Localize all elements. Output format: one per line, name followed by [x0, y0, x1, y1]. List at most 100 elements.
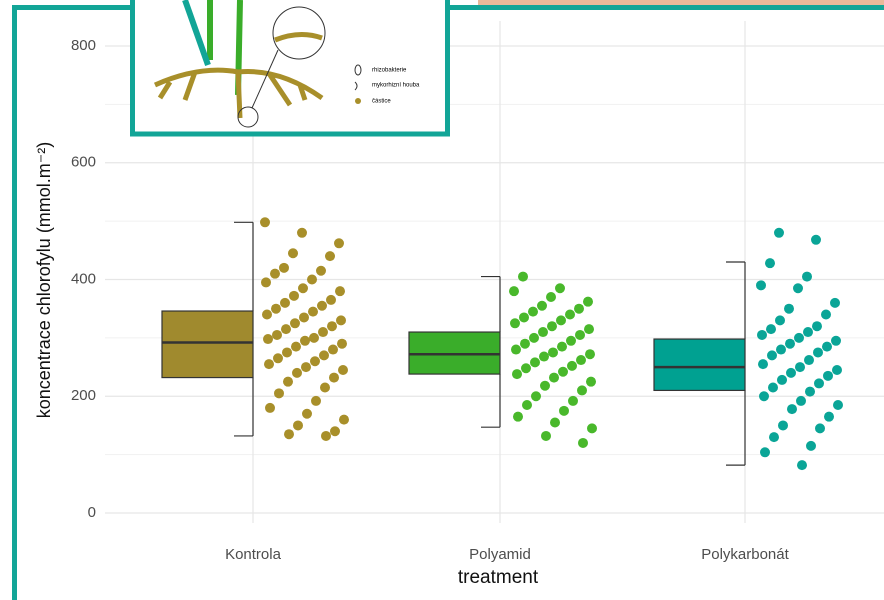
point: [585, 349, 595, 360]
point: [529, 332, 539, 343]
point: [804, 355, 814, 366]
y-tick-label: 0: [88, 504, 96, 521]
point: [821, 309, 831, 320]
point: [802, 271, 812, 282]
x-tick-label: Polyamid: [469, 546, 531, 563]
point: [518, 271, 528, 282]
icon: [354, 64, 362, 76]
point: [814, 378, 824, 389]
background-strip: [478, 0, 884, 6]
point: [292, 367, 302, 378]
point: [338, 364, 348, 375]
point: [330, 426, 340, 437]
point: [756, 280, 766, 291]
point: [778, 420, 788, 431]
point: [775, 315, 785, 326]
point: [586, 376, 596, 387]
point: [280, 297, 290, 308]
point: [537, 300, 547, 311]
point: [265, 402, 275, 413]
point: [538, 327, 548, 338]
point: [531, 391, 541, 402]
point: [310, 356, 320, 367]
point: [272, 329, 282, 340]
point: [550, 417, 560, 428]
point: [530, 357, 540, 368]
icon: [355, 98, 361, 104]
point: [318, 327, 328, 338]
point: [822, 341, 832, 352]
point: [298, 283, 308, 294]
y-tick-label: 600: [71, 154, 96, 171]
point: [774, 227, 784, 238]
x-tick-label: Kontrola: [225, 546, 282, 563]
point: [260, 217, 270, 228]
point: [555, 283, 565, 294]
point: [321, 430, 331, 441]
point: [288, 248, 298, 259]
point: [812, 321, 822, 332]
x-axis-label: treatment: [458, 567, 539, 588]
point: [815, 423, 825, 434]
point: [568, 395, 578, 406]
y-axis-label: koncentrace chlorofylu (mmol.m⁻²): [34, 142, 54, 419]
point: [833, 400, 843, 411]
point: [326, 294, 336, 305]
root-detail: [274, 32, 323, 43]
zoom-line: [251, 49, 279, 109]
point: [270, 268, 280, 279]
point: [541, 430, 551, 441]
point: [300, 335, 310, 346]
point: [283, 376, 293, 387]
y-tick-label: 800: [71, 37, 96, 54]
box: [161, 310, 254, 379]
point: [510, 318, 520, 329]
point: [307, 274, 317, 285]
point: [337, 338, 347, 349]
point: [813, 347, 823, 358]
icon: [354, 81, 358, 91]
point: [522, 400, 532, 411]
point: [301, 362, 311, 373]
point: [290, 318, 300, 329]
point: [760, 447, 770, 458]
point: [578, 437, 588, 448]
plot: 0 200 400 600 800 Kontrola Polyamid Polykarboná…: [34, 21, 884, 588]
point: [767, 350, 777, 361]
point: [519, 312, 529, 323]
box: [653, 338, 746, 392]
point: [325, 251, 335, 262]
point: [281, 324, 291, 335]
point: [559, 405, 569, 416]
arrow: [182, 0, 211, 67]
point: [328, 344, 338, 355]
point: [574, 303, 584, 314]
point: [786, 367, 796, 378]
point: [539, 351, 549, 362]
point: [784, 303, 794, 314]
point: [765, 258, 775, 269]
point: [575, 329, 585, 340]
point: [777, 374, 787, 385]
point: [566, 335, 576, 346]
point: [329, 372, 339, 383]
point: [830, 297, 840, 308]
point: [759, 391, 769, 402]
inset-label: rhizobakterie: [372, 68, 407, 74]
point: [264, 359, 274, 370]
point: [309, 332, 319, 343]
point: [335, 286, 345, 297]
point: [797, 460, 807, 471]
point: [339, 414, 349, 425]
inset-label: mykorhizní houba: [372, 83, 420, 89]
point: [587, 423, 597, 434]
point: [282, 347, 292, 358]
point: [806, 440, 816, 451]
point: [302, 408, 312, 419]
point: [511, 344, 521, 355]
point: [583, 296, 593, 307]
point: [271, 303, 281, 314]
point: [263, 334, 273, 345]
point: [794, 332, 804, 343]
